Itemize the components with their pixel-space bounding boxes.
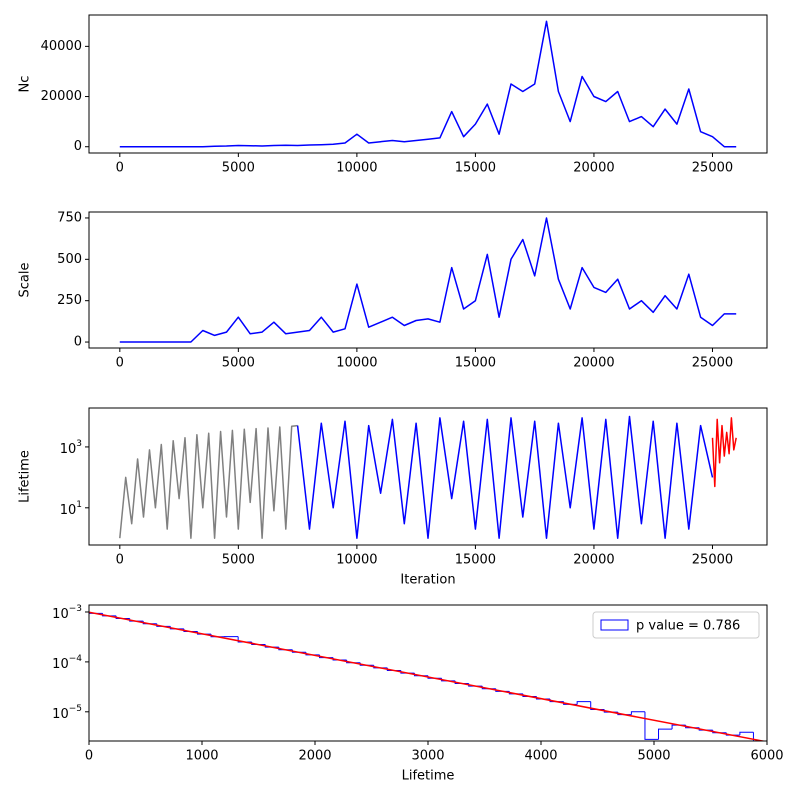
x-tick-label: 25000 [692,161,733,176]
y-tick-label: 500 [57,252,82,267]
hist-step [631,712,645,715]
x-tick-label: 5000 [637,749,670,764]
x-tick-label: 15000 [455,356,496,371]
y-tick-label: 750 [57,210,82,225]
x-tick-label: 0 [116,161,124,176]
x-tick-label: 0 [85,749,93,764]
y-tick-label: 40000 [41,39,82,54]
y-tick-label: 10−3 [52,603,82,621]
x-tick-label: 25000 [692,356,733,371]
hist-step [740,732,754,735]
x-tick-label: 1000 [185,749,218,764]
plot-area [120,21,736,146]
plot-area [120,218,736,342]
x-tick-label: 3000 [411,749,444,764]
y-tick-label: 250 [57,293,82,308]
y-axis-label: Scale [18,263,33,298]
y-axis-label: Nc [18,76,33,93]
x-tick-label: 5000 [222,356,255,371]
y-tick-label: 101 [60,499,82,517]
y-tick-label: 0 [74,335,82,350]
x-tick-label: 10000 [336,356,377,371]
series-line [713,418,737,487]
x-tick-label: 10000 [336,553,377,568]
x-tick-label: 15000 [455,161,496,176]
series-line [120,21,736,146]
y-tick-label: 0 [74,139,82,154]
x-tick-label: 6000 [750,749,783,764]
x-tick-label: 0 [116,553,124,568]
hist-step [645,712,659,740]
series-line [120,218,736,342]
x-tick-label: 10000 [336,161,377,176]
x-tick-label: 25000 [692,553,733,568]
hist-step [577,702,591,705]
x-tick-label: 15000 [455,553,496,568]
x-tick-label: 2000 [298,749,331,764]
x-tick-label: 20000 [573,553,614,568]
x-tick-label: 0 [116,356,124,371]
y-tick-label: 103 [60,438,82,456]
x-tick-label: 4000 [524,749,557,764]
hist-step [89,613,103,746]
y-axis-label: Lifetime [18,450,33,503]
x-tick-label: 20000 [573,356,614,371]
series-line [120,426,298,539]
x-axis-label: Iteration [400,573,455,588]
y-tick-label: 10−4 [52,653,82,671]
legend-label: p value = 0.786 [636,619,740,634]
hist-step [659,729,673,739]
series-line [298,417,713,539]
axes-frame [89,212,767,348]
x-tick-label: 5000 [222,553,255,568]
axes-frame [89,15,767,153]
plot-area [120,417,736,539]
x-tick-label: 20000 [573,161,614,176]
x-tick-label: 5000 [222,161,255,176]
y-tick-label: 20000 [41,89,82,104]
x-axis-label: Lifetime [402,769,455,784]
y-tick-label: 10−5 [52,703,82,721]
